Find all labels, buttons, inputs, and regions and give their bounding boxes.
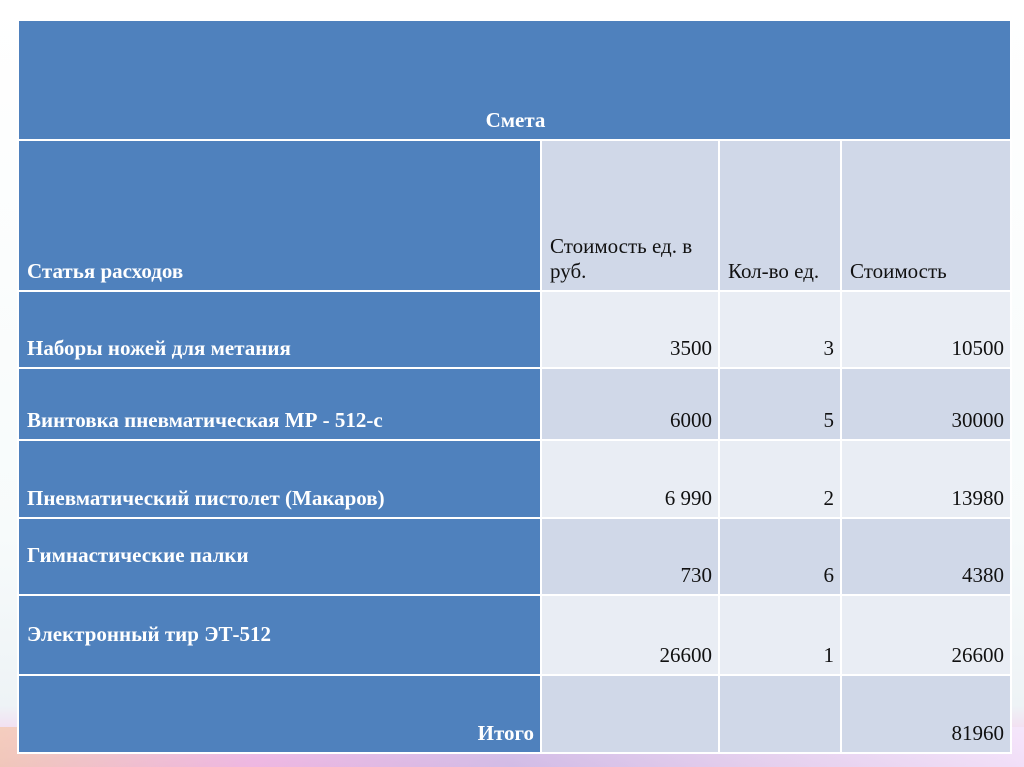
- cost: 10500: [840, 290, 1012, 369]
- table-title-row: Смета: [17, 19, 1012, 141]
- qty: 3: [718, 290, 842, 369]
- table-row: Гимнастические палки 730 6 4380: [17, 517, 1012, 596]
- qty: 5: [718, 367, 842, 441]
- header-unit-price: Стоимость ед. в руб.: [540, 139, 720, 292]
- header-qty-text: Кол-во ед.: [728, 259, 820, 283]
- estimate-table: Смета Статья расходов Стоимость ед. в ру…: [17, 19, 1012, 754]
- header-cost: Стоимость: [840, 139, 1012, 292]
- header-item: Статья расходов: [17, 139, 542, 292]
- total-row: Итого 81960: [17, 674, 1012, 754]
- unit-price: 6 990: [540, 439, 720, 519]
- cost: 30000: [840, 367, 1012, 441]
- unit-price: 3500: [540, 290, 720, 369]
- total-qty-empty: [718, 674, 842, 754]
- header-qty: Кол-во ед.: [718, 139, 842, 292]
- cost: 4380: [840, 517, 1012, 596]
- total-cost: 81960: [840, 674, 1012, 754]
- item-name: Электронный тир ЭТ-512: [17, 594, 542, 676]
- cost: 26600: [840, 594, 1012, 676]
- table-header-row: Статья расходов Стоимость ед. в руб. Кол…: [17, 139, 1012, 292]
- qty: 6: [718, 517, 842, 596]
- cost: 13980: [840, 439, 1012, 519]
- table-row: Электронный тир ЭТ-512 26600 1 26600: [17, 594, 1012, 676]
- qty: 2: [718, 439, 842, 519]
- table-row: Винтовка пневматическая МР - 512-с 6000 …: [17, 367, 1012, 441]
- unit-price: 730: [540, 517, 720, 596]
- item-name: Гимнастические палки: [17, 517, 542, 596]
- table-row: Пневматический пистолет (Макаров) 6 990 …: [17, 439, 1012, 519]
- total-unit-price-empty: [540, 674, 720, 754]
- item-name: Винтовка пневматическая МР - 512-с: [17, 367, 542, 441]
- total-label: Итого: [17, 674, 542, 754]
- unit-price: 6000: [540, 367, 720, 441]
- table-row: Наборы ножей для метания 3500 3 10500: [17, 290, 1012, 369]
- unit-price: 26600: [540, 594, 720, 676]
- item-name: Наборы ножей для метания: [17, 290, 542, 369]
- item-name: Пневматический пистолет (Макаров): [17, 439, 542, 519]
- qty: 1: [718, 594, 842, 676]
- table-title: Смета: [17, 19, 1012, 141]
